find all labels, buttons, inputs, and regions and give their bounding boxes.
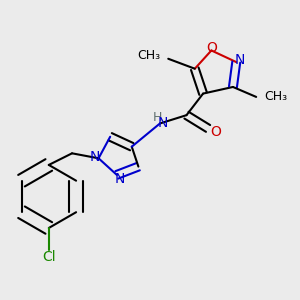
Text: H: H bbox=[153, 111, 162, 124]
Text: O: O bbox=[206, 41, 217, 55]
Text: CH₃: CH₃ bbox=[265, 90, 288, 104]
Text: O: O bbox=[210, 125, 221, 139]
Text: N: N bbox=[114, 172, 125, 186]
Text: CH₃: CH₃ bbox=[137, 49, 160, 62]
Text: N: N bbox=[234, 53, 245, 68]
Text: N: N bbox=[89, 150, 100, 164]
Text: Cl: Cl bbox=[42, 250, 56, 264]
Text: N: N bbox=[158, 116, 168, 130]
